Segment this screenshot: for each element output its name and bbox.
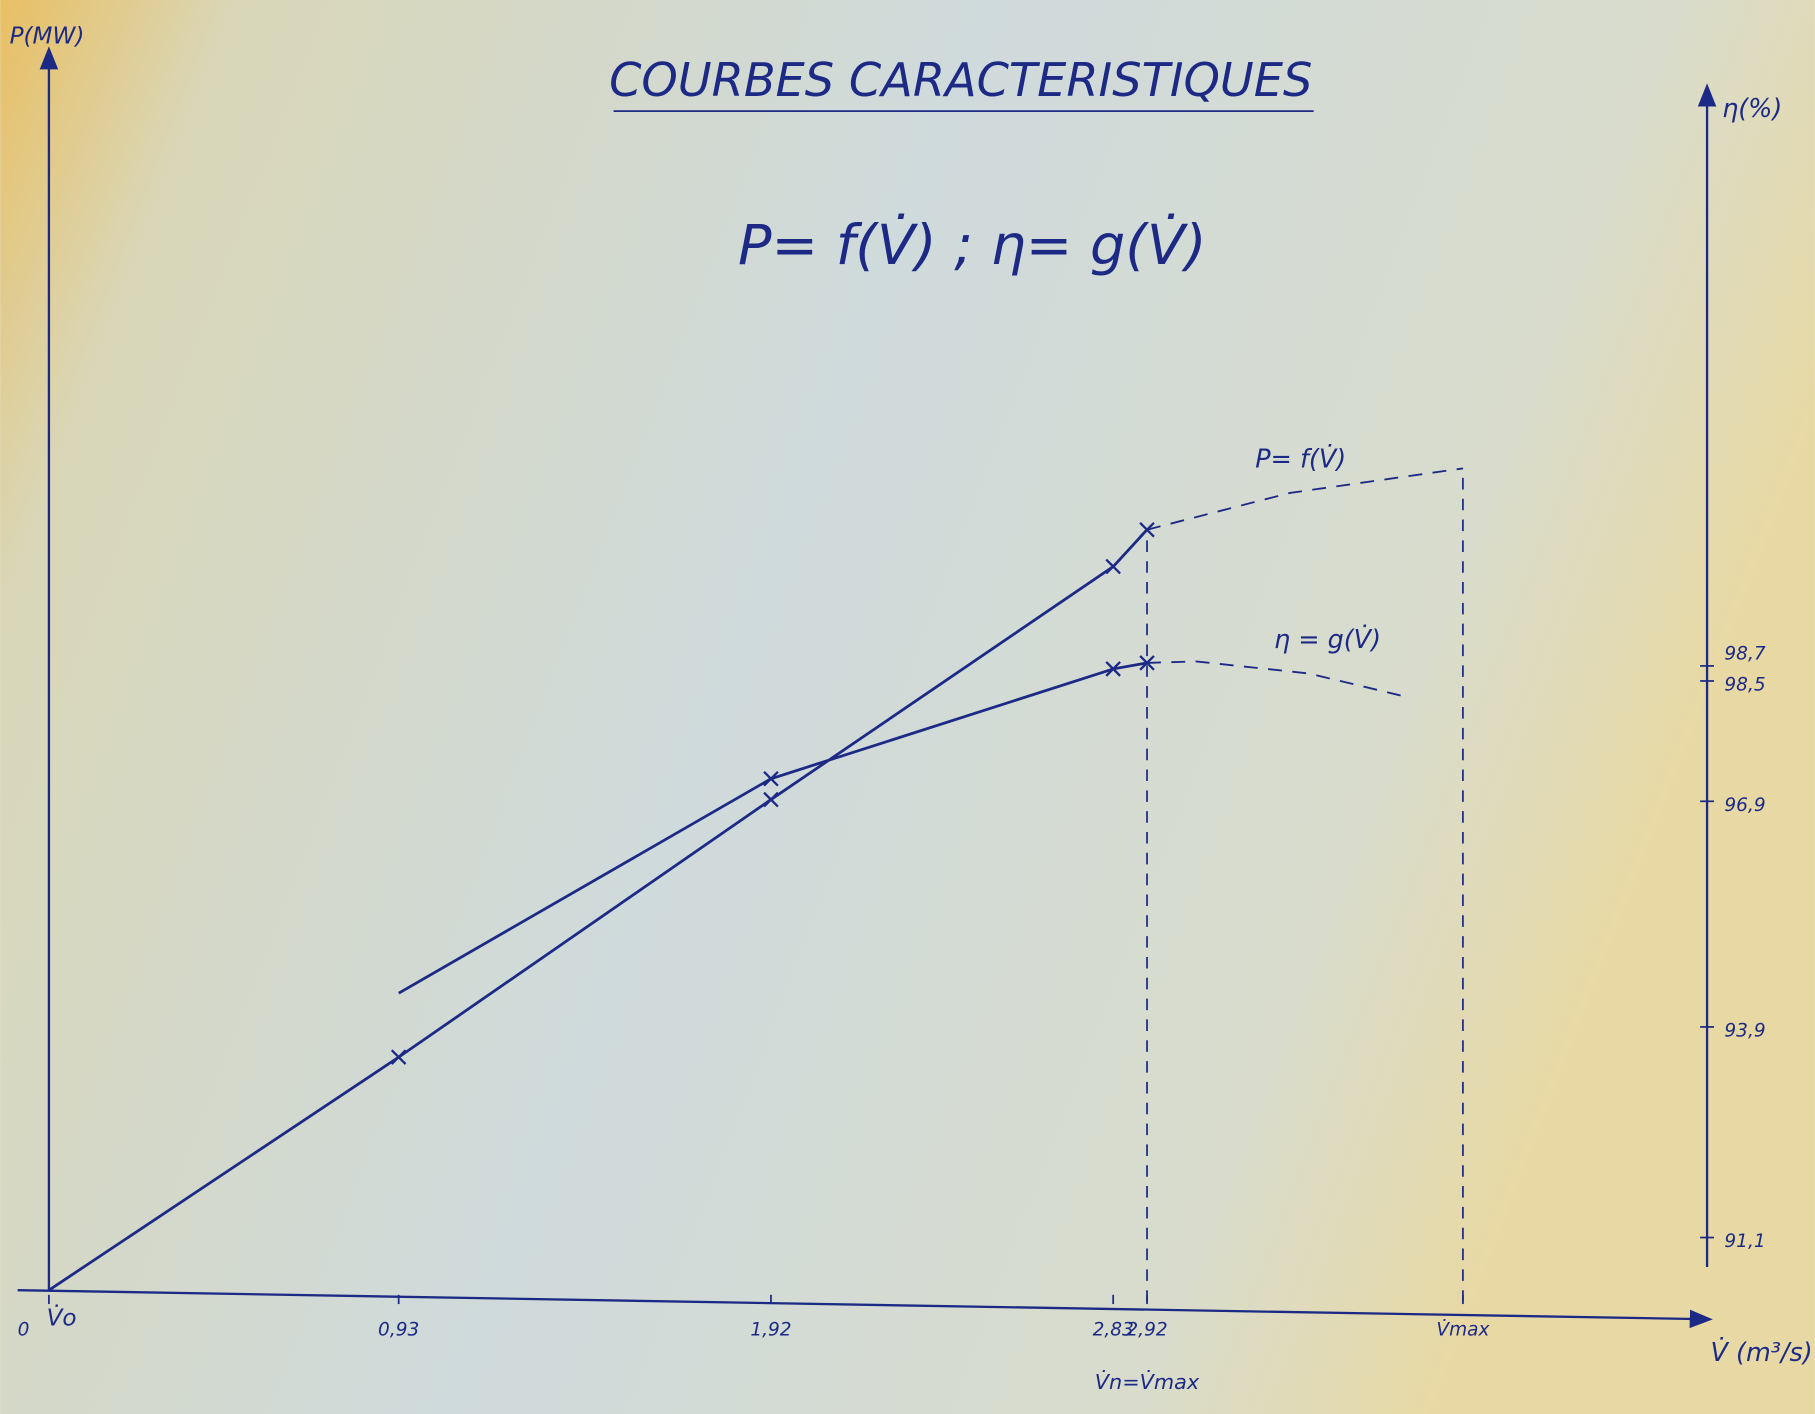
y2-tick-label: 98,5 <box>1724 675 1765 696</box>
series-label: η = g(V̇) <box>1274 625 1381 655</box>
y2-tick-label: 93,9 <box>1724 1021 1765 1042</box>
x-tick-label: 0 <box>18 1320 30 1341</box>
series-label: P= f(V̇) <box>1255 445 1346 475</box>
chart-title: COURBES CARACTERISTIQUES <box>609 53 1312 107</box>
y2-tick-label: 98,7 <box>1724 643 1765 664</box>
y2-tick-label: 96,9 <box>1724 795 1765 816</box>
x-tick-label: V̇max <box>1436 1319 1490 1340</box>
chart: COURBES CARACTERISTIQUES P= f(V̇) ; η= g… <box>0 0 1815 1414</box>
y-axis-label: P(MW) <box>10 24 85 50</box>
x-tick-label: 2,92 <box>1126 1320 1167 1341</box>
y2-axis-label: η(%) <box>1722 94 1782 124</box>
y2-tick-label: 91,1 <box>1724 1231 1765 1252</box>
x-tick-label: 1,92 <box>750 1320 791 1341</box>
nominal-label: V̇n=V̇max <box>1095 1369 1200 1394</box>
chart-subtitle: P= f(V̇) ; η= g(V̇) <box>738 213 1207 278</box>
origin-label: V̇o <box>47 1304 77 1331</box>
x-axis-label: V̇ (m³/s) <box>1711 1338 1813 1368</box>
x-tick-label: 0,93 <box>378 1320 419 1341</box>
